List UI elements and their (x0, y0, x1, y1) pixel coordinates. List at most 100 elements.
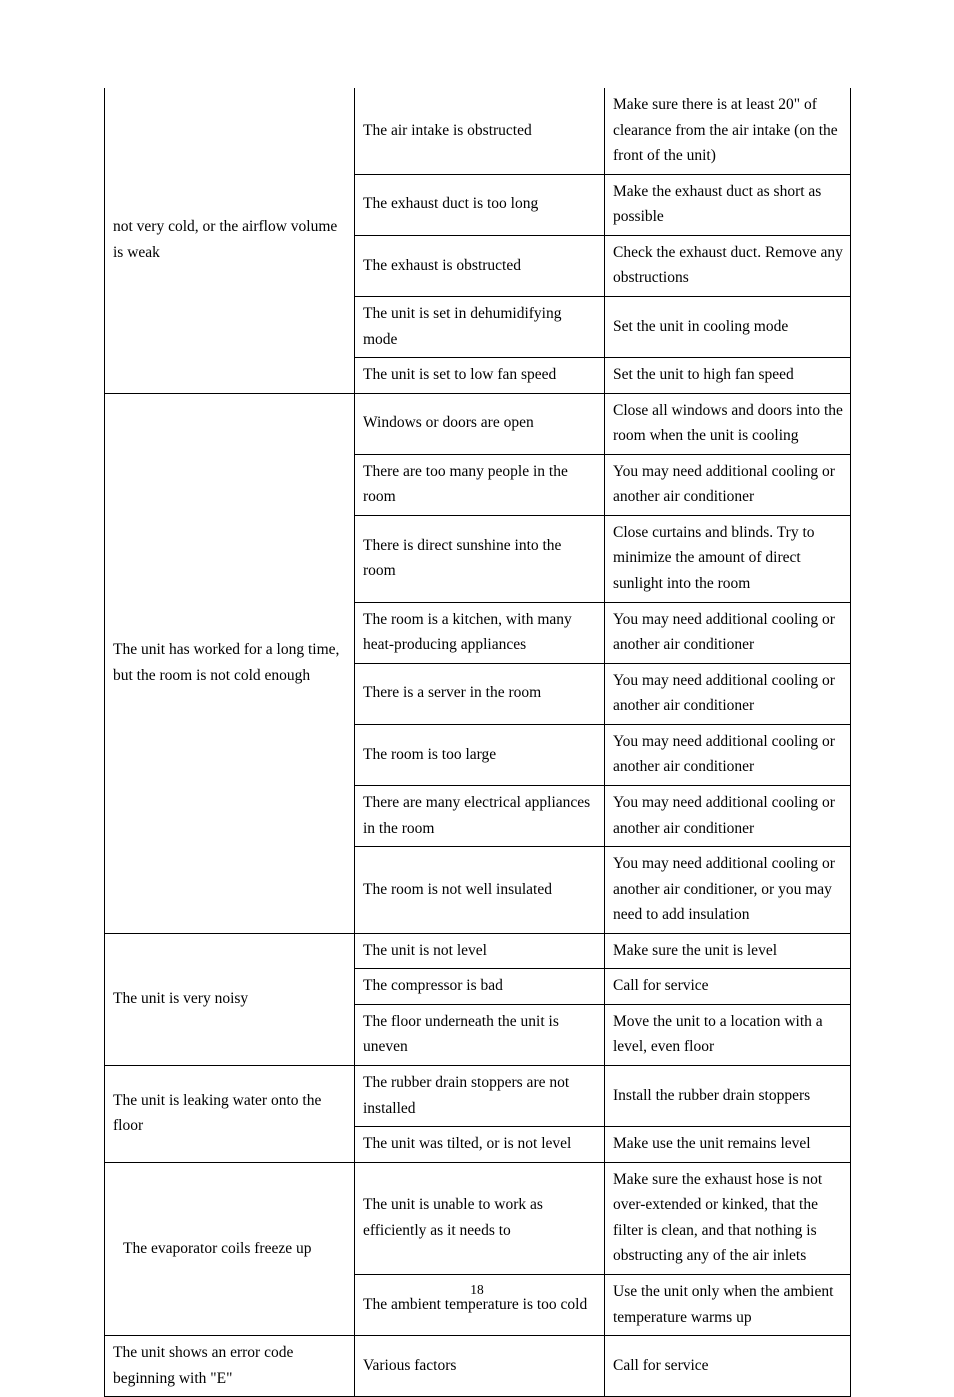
solution-cell: Set the unit in cooling mode (605, 296, 851, 357)
cause-text: The compressor is bad (363, 977, 503, 994)
solution-text: Make use the unit remains level (613, 1135, 811, 1152)
cause-text: The room is not well insulated (363, 881, 552, 898)
cause-cell: The exhaust duct is too long (355, 174, 605, 235)
cause-text: There is a server in the room (363, 684, 541, 701)
problem-cell: The unit shows an error code beginning w… (105, 1336, 355, 1397)
problem-text: The unit is leaking water onto the floor (113, 1092, 321, 1135)
solution-cell: Make sure there is at least 20" of clear… (605, 88, 851, 174)
table-row: The unit is very noisyThe unit is not le… (105, 933, 851, 969)
page-number: 18 (0, 1282, 954, 1298)
cause-text: The floor underneath the unit is uneven (363, 1013, 559, 1056)
cause-text: Windows or doors are open (363, 414, 534, 431)
cause-cell: The room is too large (355, 724, 605, 785)
cause-text: The exhaust is obstructed (363, 257, 521, 274)
solution-text: Make sure there is at least 20" of clear… (613, 96, 838, 164)
solution-text: Close curtains and blinds. Try to minimi… (613, 524, 815, 592)
cause-cell: The room is not well insulated (355, 847, 605, 934)
solution-cell: Make use the unit remains level (605, 1127, 851, 1163)
solution-cell: Close all windows and doors into the roo… (605, 393, 851, 454)
cause-cell: There is a server in the room (355, 663, 605, 724)
cause-text: The unit was tilted, or is not level (363, 1135, 571, 1152)
cause-text: There is direct sunshine into the room (363, 537, 561, 580)
solution-cell: Call for service (605, 1336, 851, 1397)
solution-cell: Install the rubber drain stoppers (605, 1066, 851, 1127)
solution-text: Check the exhaust duct. Remove any obstr… (613, 244, 843, 287)
solution-text: You may need additional cooling or anoth… (613, 733, 835, 776)
cause-text: The rubber drain stoppers are not instal… (363, 1074, 569, 1117)
table-row: The unit shows an error code beginning w… (105, 1336, 851, 1397)
solution-text: You may need additional cooling or anoth… (613, 794, 835, 837)
solution-text: You may need additional cooling or anoth… (613, 672, 835, 715)
problem-text: The unit has worked for a long time, but… (113, 641, 339, 684)
cause-text: The unit is unable to work as efficientl… (363, 1196, 543, 1239)
cause-cell: There are many electrical appliances in … (355, 785, 605, 846)
problem-cell: The unit is very noisy (105, 933, 355, 1065)
problem-cell: The evaporator coils freeze up (105, 1162, 355, 1335)
table-row: The unit is leaking water onto the floor… (105, 1066, 851, 1127)
solution-cell: You may need additional cooling or anoth… (605, 454, 851, 515)
solution-text: Install the rubber drain stoppers (613, 1087, 810, 1104)
solution-text: Set the unit in cooling mode (613, 318, 788, 335)
cause-cell: Windows or doors are open (355, 393, 605, 454)
cause-cell: The room is a kitchen, with many heat-pr… (355, 602, 605, 663)
problem-cell: not very cold, or the airflow volume is … (105, 88, 355, 393)
solution-cell: Close curtains and blinds. Try to minimi… (605, 515, 851, 602)
solution-text: Make sure the exhaust hose is not over-e… (613, 1171, 822, 1265)
cause-cell: The rubber drain stoppers are not instal… (355, 1066, 605, 1127)
cause-cell: The unit is set in dehumidifying mode (355, 296, 605, 357)
solution-cell: Set the unit to high fan speed (605, 358, 851, 394)
cause-cell: The compressor is bad (355, 969, 605, 1005)
cause-text: The exhaust duct is too long (363, 195, 538, 212)
solution-text: You may need additional cooling or anoth… (613, 611, 835, 654)
cause-cell: There are too many people in the room (355, 454, 605, 515)
problem-text: The unit is very noisy (113, 990, 248, 1007)
cause-text: The ambient temperature is too cold (363, 1296, 587, 1313)
cause-cell: The unit is not level (355, 933, 605, 969)
solution-cell: Make sure the unit is level (605, 933, 851, 969)
solution-cell: You may need additional cooling or anoth… (605, 663, 851, 724)
cause-text: The air intake is obstructed (363, 122, 532, 139)
problem-cell: The unit is leaking water onto the floor (105, 1066, 355, 1163)
cause-text: The unit is set in dehumidifying mode (363, 305, 561, 348)
solution-text: Call for service (613, 1357, 709, 1374)
solution-text: You may need additional cooling or anoth… (613, 463, 835, 506)
cause-text: The room is a kitchen, with many heat-pr… (363, 611, 572, 654)
cause-cell: The exhaust is obstructed (355, 235, 605, 296)
solution-text: Call for service (613, 977, 709, 994)
cause-text: The unit is set to low fan speed (363, 366, 556, 383)
cause-cell: There is direct sunshine into the room (355, 515, 605, 602)
cause-text: There are many electrical appliances in … (363, 794, 590, 837)
cause-cell: The air intake is obstructed (355, 88, 605, 174)
solution-cell: Call for service (605, 969, 851, 1005)
troubleshooting-table: not very cold, or the airflow volume is … (104, 88, 851, 1397)
cause-text: The room is too large (363, 746, 496, 763)
problem-text: The evaporator coils freeze up (123, 1240, 311, 1257)
cause-text: There are too many people in the room (363, 463, 568, 506)
cause-cell: Various factors (355, 1336, 605, 1397)
solution-text: Make sure the unit is level (613, 942, 777, 959)
solution-cell: You may need additional cooling or anoth… (605, 602, 851, 663)
problem-text: The unit shows an error code beginning w… (113, 1344, 293, 1387)
cause-cell: The unit is unable to work as efficientl… (355, 1162, 605, 1274)
solution-cell: Make the exhaust duct as short as possib… (605, 174, 851, 235)
solution-text: Set the unit to high fan speed (613, 366, 794, 383)
table-row: The evaporator coils freeze up The unit i… (105, 1162, 851, 1274)
solution-cell: You may need additional cooling or anoth… (605, 724, 851, 785)
problem-cell: The unit has worked for a long time, but… (105, 393, 355, 933)
cause-text: The unit is not level (363, 942, 487, 959)
table-row: not very cold, or the airflow volume is … (105, 88, 851, 174)
cause-text: Various factors (363, 1357, 456, 1374)
cause-cell: The unit is set to low fan speed (355, 358, 605, 394)
solution-text: Move the unit to a location with a level… (613, 1013, 823, 1056)
cause-cell: The unit was tilted, or is not level (355, 1127, 605, 1163)
solution-cell: Move the unit to a location with a level… (605, 1004, 851, 1065)
table-row: The unit has worked for a long time, but… (105, 393, 851, 454)
solution-cell: You may need additional cooling or anoth… (605, 785, 851, 846)
solution-text: You may need additional cooling or anoth… (613, 855, 835, 923)
solution-text: Close all windows and doors into the roo… (613, 402, 843, 445)
solution-cell: You may need additional cooling or anoth… (605, 847, 851, 934)
problem-text: not very cold, or the airflow volume is … (113, 218, 337, 261)
solution-cell: Check the exhaust duct. Remove any obstr… (605, 235, 851, 296)
solution-cell: Make sure the exhaust hose is not over-e… (605, 1162, 851, 1274)
cause-cell: The floor underneath the unit is uneven (355, 1004, 605, 1065)
